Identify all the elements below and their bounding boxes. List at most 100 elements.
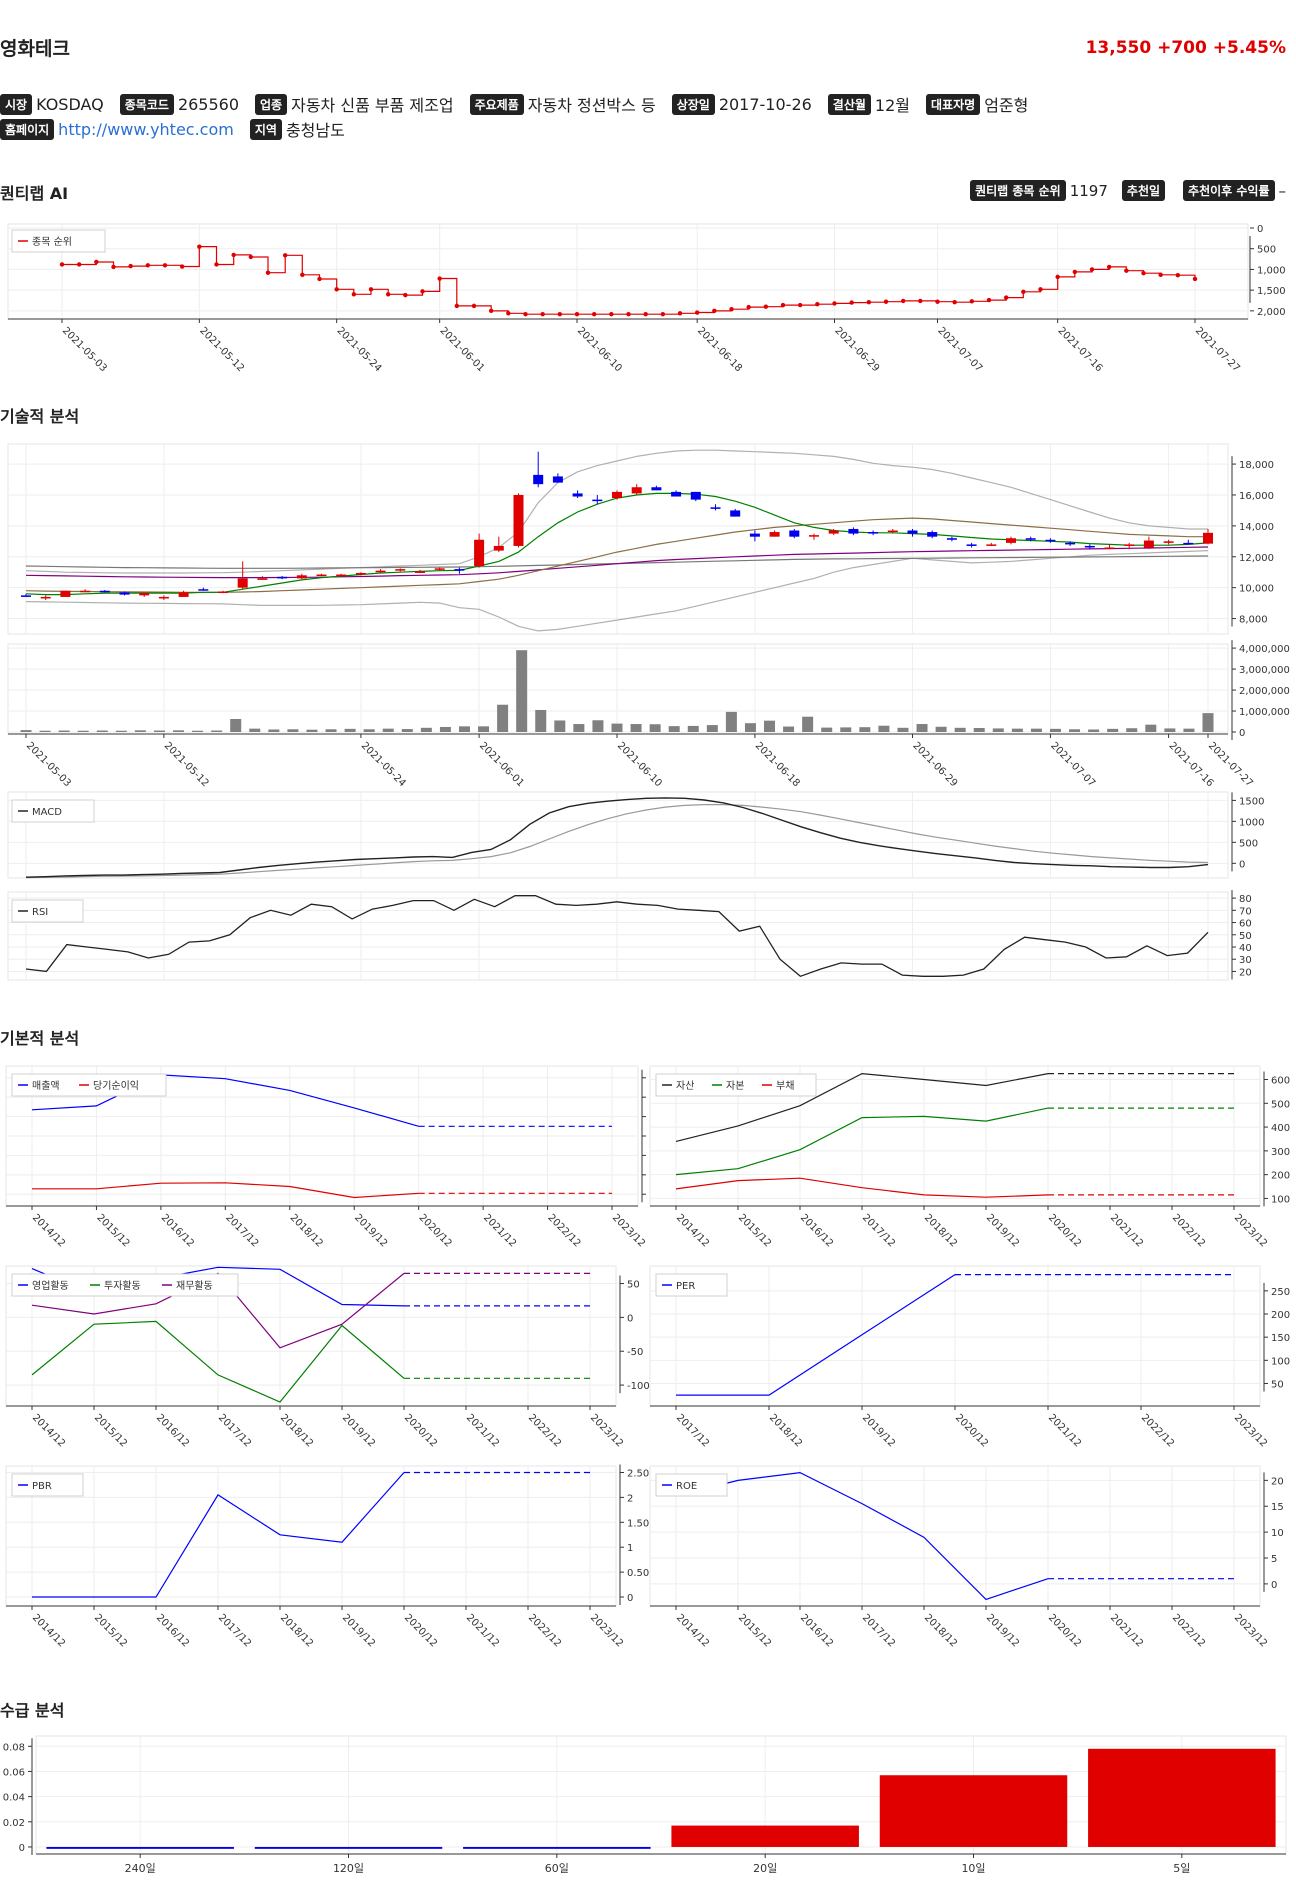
bollinger-upper-line bbox=[25, 449, 1208, 574]
industry-badge: 업종 bbox=[255, 93, 288, 115]
rank-point bbox=[677, 311, 683, 316]
rec-return-badge: 추천이후 수익률 bbox=[1183, 180, 1275, 201]
rank-point bbox=[1021, 289, 1026, 294]
candle-body bbox=[237, 578, 248, 588]
income-xtick-label: 2014/12 bbox=[30, 1212, 67, 1249]
rank-point bbox=[437, 276, 442, 281]
pbr-series-line bbox=[32, 1472, 405, 1598]
volume-bar bbox=[821, 727, 833, 732]
volume-bar bbox=[1011, 728, 1023, 732]
rank-xtick-label: 2021-06-29 bbox=[832, 325, 881, 374]
balance-series-line bbox=[675, 1107, 1049, 1176]
supply-section-title: 수급 분석 bbox=[0, 1701, 65, 1720]
macd-tick-label: 1000 bbox=[1239, 817, 1264, 828]
rank-point bbox=[832, 301, 837, 306]
balance-legend-label: 자산 bbox=[676, 1080, 694, 1092]
candle-body bbox=[730, 510, 741, 517]
cashflow-legend-box bbox=[11, 1273, 239, 1297]
candle-body bbox=[474, 539, 485, 567]
rank-point bbox=[763, 304, 769, 309]
cashflow-xtick-label: 2015/12 bbox=[92, 1412, 129, 1449]
cashflow-xtick-label: 2019/12 bbox=[340, 1412, 377, 1449]
income-series-line bbox=[32, 1182, 419, 1199]
supply-bar bbox=[463, 1846, 651, 1849]
per-xtick-label: 2022/12 bbox=[1139, 1412, 1176, 1449]
per-tick-label: 200 bbox=[1271, 1310, 1290, 1321]
supply-xtick-label: 20일 bbox=[753, 1861, 777, 1875]
candle-body bbox=[789, 530, 800, 537]
pbr-tick-label: 0 bbox=[627, 1593, 633, 1604]
supply-xtick-label: 60일 bbox=[545, 1861, 569, 1875]
volume-xtick-label: 2021-05-03 bbox=[24, 740, 73, 789]
rank-point bbox=[969, 299, 975, 304]
volume-bar bbox=[439, 726, 451, 732]
balance-tick-label: 400 bbox=[1271, 1123, 1290, 1134]
roe-tick-label: 10 bbox=[1271, 1528, 1284, 1539]
balance-xtick-label: 2019/12 bbox=[984, 1212, 1021, 1249]
macd-legend-box bbox=[11, 799, 95, 823]
pbr-tick-label: 0.50 bbox=[627, 1568, 649, 1579]
candle-body bbox=[395, 569, 406, 571]
cashflow-legend-label: 영업활동 bbox=[32, 1279, 69, 1292]
volume-bar bbox=[840, 727, 852, 732]
rank-tick-label: 1,500 bbox=[1257, 286, 1286, 297]
volume-bar bbox=[630, 724, 642, 732]
roe-xtick-label: 2017/12 bbox=[860, 1612, 897, 1649]
roe-xtick-label: 2014/12 bbox=[674, 1612, 711, 1649]
rank-point bbox=[317, 276, 322, 282]
pbr-xtick-label: 2019/12 bbox=[340, 1612, 377, 1649]
roe-tick-label: 15 bbox=[1271, 1502, 1284, 1513]
macd-tick-label: 0 bbox=[1239, 859, 1245, 870]
homepage-link[interactable]: http://www.yhtec.com bbox=[58, 119, 234, 139]
price-tick-label: 16,000 bbox=[1239, 491, 1274, 502]
rank-point bbox=[1072, 269, 1078, 275]
rank-point bbox=[59, 262, 65, 267]
balance-xtick-label: 2017/12 bbox=[860, 1212, 897, 1249]
candle-body bbox=[612, 491, 622, 499]
stock-name: 영화테크 bbox=[0, 38, 70, 60]
macd-frame bbox=[7, 791, 1229, 879]
volume-bar bbox=[325, 729, 337, 732]
rank-point bbox=[403, 292, 408, 298]
volume-bar bbox=[211, 730, 223, 732]
rank-point bbox=[197, 244, 202, 249]
rank-point bbox=[609, 311, 614, 317]
rank-point bbox=[557, 311, 563, 317]
price-tick-label: 18,000 bbox=[1239, 460, 1274, 471]
balance-legend-label: 부채 bbox=[776, 1080, 794, 1092]
income-xtick-label: 2015/12 bbox=[94, 1212, 131, 1249]
rank-legend-box bbox=[11, 229, 106, 253]
rank-point bbox=[1158, 272, 1163, 278]
candle-body bbox=[355, 572, 366, 575]
price-tick-label: 8,000 bbox=[1239, 615, 1268, 626]
supply-bar bbox=[254, 1846, 443, 1849]
fundamental-section-title: 기본적 분석 bbox=[0, 1029, 80, 1048]
roe-xtick-label: 2018/12 bbox=[922, 1612, 959, 1649]
rsi-tick-label: 70 bbox=[1239, 906, 1252, 917]
rank-point bbox=[780, 302, 786, 308]
pbr-tick-label: 2 bbox=[627, 1493, 633, 1504]
volume-bar bbox=[573, 724, 585, 732]
per-xtick-label: 2023/12 bbox=[1232, 1412, 1269, 1449]
rank-point bbox=[574, 311, 580, 317]
roe-xtick-label: 2019/12 bbox=[984, 1612, 1021, 1649]
rank-value: 1197 bbox=[1069, 181, 1108, 200]
cashflow-xtick-label: 2017/12 bbox=[216, 1412, 253, 1449]
candle-body bbox=[592, 499, 603, 502]
candle-body bbox=[99, 590, 110, 593]
ceo-badge: 대표자명 bbox=[926, 93, 981, 115]
supply-xtick-label: 10일 bbox=[961, 1861, 985, 1875]
candle-body bbox=[1143, 540, 1154, 548]
rank-point bbox=[591, 311, 597, 317]
income-xtick-label: 2019/12 bbox=[352, 1212, 389, 1249]
volume-bar bbox=[764, 720, 776, 732]
roe-xtick-label: 2016/12 bbox=[798, 1612, 835, 1649]
volume-bar bbox=[1202, 713, 1214, 732]
supply-bar bbox=[879, 1775, 1068, 1847]
roe-frame bbox=[649, 1465, 1261, 1607]
supply-tick-label: 0.06 bbox=[3, 1767, 25, 1778]
balance-xtick-label: 2015/12 bbox=[736, 1212, 773, 1249]
supply-xtick-label: 5일 bbox=[1173, 1861, 1190, 1875]
rank-xtick-label: 2021-07-27 bbox=[1193, 325, 1242, 374]
rank-point bbox=[986, 297, 992, 303]
